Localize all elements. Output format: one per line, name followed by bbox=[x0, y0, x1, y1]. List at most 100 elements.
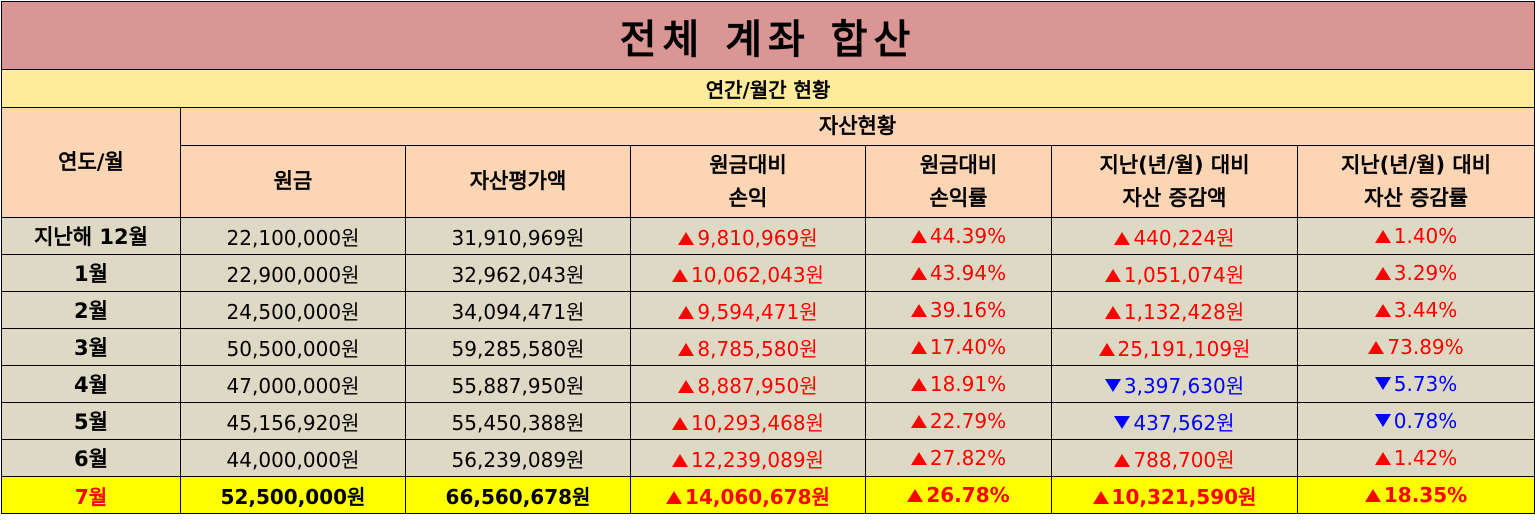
header-line: 손익 bbox=[728, 185, 768, 210]
header-line: 원금대비 bbox=[919, 152, 998, 177]
asset-change-rate-cell-value: 0.78% bbox=[1393, 409, 1458, 433]
profit-loss-rate-cell: 18.91% bbox=[865, 365, 1052, 403]
triangle-up-icon bbox=[910, 415, 927, 428]
asset-change-cell-value: 1,132,428원 bbox=[1123, 299, 1245, 324]
table-row: 지난해 12월 22,100,000원 31,910,969원 9,810,969원 4… bbox=[1, 217, 1535, 255]
header-asset-change-rate: 지난(년/월) 대비 자산 증감률 bbox=[1296, 145, 1535, 218]
principal-cell: 22,900,000원 bbox=[180, 254, 406, 292]
asset-change-cell: 440,224원 bbox=[1051, 217, 1298, 255]
triangle-up-icon bbox=[672, 416, 689, 430]
profit-loss-rate-cell: 44.39% bbox=[865, 217, 1052, 255]
asset-value-cell: 34,094,471원 bbox=[405, 291, 631, 329]
profit-loss-cell: 10,293,468원 bbox=[630, 402, 866, 440]
triangle-up-icon bbox=[1374, 304, 1391, 317]
principal-cell: 50,500,000원 bbox=[180, 328, 406, 366]
profit-loss-rate-cell-value: 26.78% bbox=[926, 483, 1010, 507]
principal-cell: 52,500,000원 bbox=[180, 476, 406, 514]
triangle-up-icon bbox=[910, 452, 927, 465]
table-row: 5월 45,156,920원 55,450,388원 10,293,468원 22.79… bbox=[1, 402, 1535, 440]
profit-loss-rate-cell: 39.16% bbox=[865, 291, 1052, 329]
asset-change-cell: 3,397,630원 bbox=[1051, 365, 1298, 403]
triangle-down-icon bbox=[1104, 378, 1121, 392]
asset-change-cell-value: 25,191,109원 bbox=[1117, 336, 1251, 361]
header-profit-loss-rate: 원금대비 손익률 bbox=[865, 145, 1052, 218]
asset-change-cell: 1,051,074원 bbox=[1051, 254, 1298, 292]
asset-change-cell: 25,191,109원 bbox=[1051, 328, 1298, 366]
table-row: 6월 44,000,000원 56,239,089원 12,239,089원 27.82… bbox=[1, 439, 1535, 477]
triangle-up-icon bbox=[678, 305, 695, 319]
asset-change-rate-cell: 73.89% bbox=[1296, 328, 1535, 366]
row-label: 1월 bbox=[1, 254, 181, 292]
triangle-down-icon bbox=[1114, 415, 1131, 429]
asset-change-rate-cell: 3.29% bbox=[1296, 254, 1535, 292]
triangle-up-icon bbox=[1104, 268, 1121, 282]
header-asset-change: 지난(년/월) 대비 자산 증감액 bbox=[1051, 145, 1298, 218]
profit-loss-rate-cell: 26.78% bbox=[865, 476, 1052, 514]
profit-loss-rate-cell-value: 44.39% bbox=[929, 224, 1007, 248]
triangle-up-icon bbox=[1098, 342, 1115, 356]
profit-loss-cell-value: 12,239,089원 bbox=[691, 447, 824, 472]
asset-value-cell: 56,239,089원 bbox=[405, 439, 631, 477]
header-line: 원금대비 bbox=[709, 152, 787, 177]
triangle-up-icon bbox=[910, 341, 927, 354]
asset-change-rate-cell: 5.73% bbox=[1296, 365, 1535, 403]
principal-cell: 24,500,000원 bbox=[180, 291, 406, 329]
asset-change-cell-value: 10,321,590원 bbox=[1111, 484, 1257, 509]
profit-loss-cell-value: 8,887,950원 bbox=[697, 373, 818, 398]
principal-cell: 44,000,000원 bbox=[180, 439, 406, 477]
table-row: 7월 52,500,000원 66,560,678원 14,060,678원 26.78… bbox=[1, 476, 1535, 514]
triangle-up-icon bbox=[910, 304, 927, 317]
profit-loss-cell-value: 14,060,678원 bbox=[685, 484, 830, 509]
triangle-up-icon bbox=[672, 453, 689, 467]
asset-change-rate-cell-value: 73.89% bbox=[1387, 335, 1464, 359]
triangle-up-icon bbox=[910, 230, 927, 243]
row-label: 지난해 12월 bbox=[1, 217, 181, 255]
asset-value-cell: 66,560,678원 bbox=[405, 476, 631, 514]
asset-value-cell: 59,285,580원 bbox=[405, 328, 631, 366]
asset-change-cell: 788,700원 bbox=[1051, 439, 1298, 477]
triangle-up-icon bbox=[1374, 267, 1391, 280]
profit-loss-rate-cell-value: 22.79% bbox=[929, 409, 1007, 433]
header-line: 자산평가액 bbox=[469, 169, 567, 193]
profit-loss-cell-value: 9,810,969원 bbox=[697, 225, 818, 250]
asset-change-cell-value: 1,051,074원 bbox=[1123, 262, 1245, 287]
row-label: 3월 bbox=[1, 328, 181, 366]
triangle-up-icon bbox=[907, 489, 924, 502]
header-principal: 원금 bbox=[180, 145, 406, 218]
triangle-up-icon bbox=[672, 268, 689, 282]
triangle-up-icon bbox=[1368, 341, 1385, 354]
profit-loss-cell: 14,060,678원 bbox=[630, 476, 866, 514]
section-subtitle: 연간/월간 현황 bbox=[0, 69, 1535, 108]
header-value: 자산평가액 bbox=[405, 145, 631, 218]
profit-loss-rate-cell: 17.40% bbox=[865, 328, 1052, 366]
triangle-up-icon bbox=[910, 267, 927, 280]
profit-loss-cell: 9,594,471원 bbox=[630, 291, 866, 329]
asset-change-cell: 437,562원 bbox=[1051, 402, 1298, 440]
triangle-up-icon bbox=[1114, 231, 1131, 245]
profit-loss-rate-cell-value: 18.91% bbox=[929, 372, 1007, 396]
header-line: 지난(년/월) 대비 bbox=[1340, 152, 1492, 177]
table-row: 3월 50,500,000원 59,285,580원 8,785,580원 17.40%… bbox=[1, 328, 1535, 366]
asset-change-rate-cell: 18.35% bbox=[1296, 476, 1535, 514]
profit-loss-rate-cell: 27.82% bbox=[865, 439, 1052, 477]
principal-cell: 22,100,000원 bbox=[180, 217, 406, 255]
asset-change-cell: 10,321,590원 bbox=[1051, 476, 1298, 514]
profit-loss-rate-cell-value: 27.82% bbox=[929, 446, 1007, 470]
triangle-up-icon bbox=[1364, 489, 1381, 502]
triangle-up-icon bbox=[678, 342, 695, 356]
asset-value-cell: 31,910,969원 bbox=[405, 217, 631, 255]
triangle-down-icon bbox=[1374, 377, 1391, 390]
header-line: 원금 bbox=[273, 169, 313, 193]
asset-change-rate-cell: 0.78% bbox=[1296, 402, 1535, 440]
profit-loss-rate-cell-value: 39.16% bbox=[929, 298, 1007, 322]
profit-loss-rate-cell: 43.94% bbox=[865, 254, 1052, 292]
profit-loss-cell-value: 9,594,471원 bbox=[697, 299, 818, 324]
triangle-up-icon bbox=[678, 231, 695, 245]
asset-change-rate-cell: 3.44% bbox=[1296, 291, 1535, 329]
principal-cell: 47,000,000원 bbox=[180, 365, 406, 403]
triangle-up-icon bbox=[1092, 490, 1109, 504]
triangle-up-icon bbox=[678, 379, 695, 393]
asset-change-rate-cell-value: 3.29% bbox=[1393, 261, 1458, 285]
asset-value-cell: 55,450,388원 bbox=[405, 402, 631, 440]
